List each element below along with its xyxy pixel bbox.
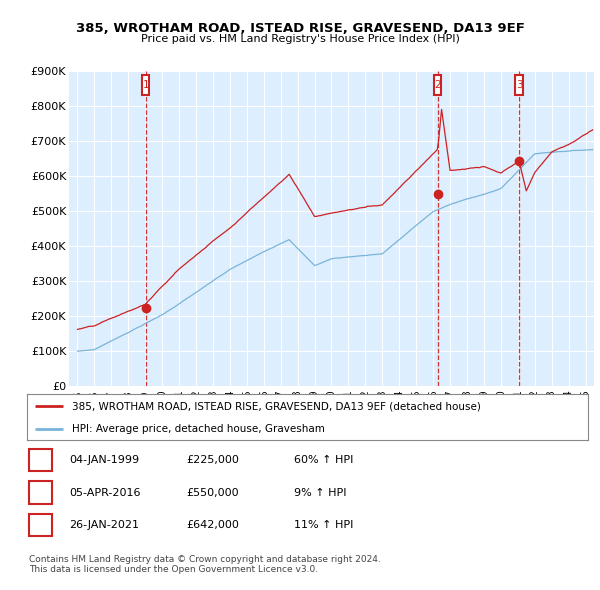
Text: £642,000: £642,000 — [186, 520, 239, 530]
Text: 26-JAN-2021: 26-JAN-2021 — [69, 520, 139, 530]
FancyBboxPatch shape — [515, 75, 523, 94]
Text: 385, WROTHAM ROAD, ISTEAD RISE, GRAVESEND, DA13 9EF (detached house): 385, WROTHAM ROAD, ISTEAD RISE, GRAVESEN… — [72, 401, 481, 411]
Text: 05-APR-2016: 05-APR-2016 — [69, 488, 140, 497]
Text: 11% ↑ HPI: 11% ↑ HPI — [294, 520, 353, 530]
Text: 2: 2 — [37, 488, 44, 497]
Text: HPI: Average price, detached house, Gravesham: HPI: Average price, detached house, Grav… — [72, 424, 325, 434]
Text: 3: 3 — [515, 80, 522, 90]
Text: 9% ↑ HPI: 9% ↑ HPI — [294, 488, 347, 497]
Text: Price paid vs. HM Land Registry's House Price Index (HPI): Price paid vs. HM Land Registry's House … — [140, 34, 460, 44]
Text: 385, WROTHAM ROAD, ISTEAD RISE, GRAVESEND, DA13 9EF: 385, WROTHAM ROAD, ISTEAD RISE, GRAVESEN… — [76, 22, 524, 35]
Text: £550,000: £550,000 — [186, 488, 239, 497]
FancyBboxPatch shape — [434, 75, 442, 94]
Text: £225,000: £225,000 — [186, 455, 239, 465]
Text: 1: 1 — [142, 80, 149, 90]
Text: Contains HM Land Registry data © Crown copyright and database right 2024.
This d: Contains HM Land Registry data © Crown c… — [29, 555, 380, 574]
Text: 1: 1 — [37, 455, 44, 465]
FancyBboxPatch shape — [142, 75, 149, 94]
Text: 3: 3 — [37, 520, 44, 530]
Text: 60% ↑ HPI: 60% ↑ HPI — [294, 455, 353, 465]
Text: 04-JAN-1999: 04-JAN-1999 — [69, 455, 139, 465]
Text: 2: 2 — [434, 80, 441, 90]
